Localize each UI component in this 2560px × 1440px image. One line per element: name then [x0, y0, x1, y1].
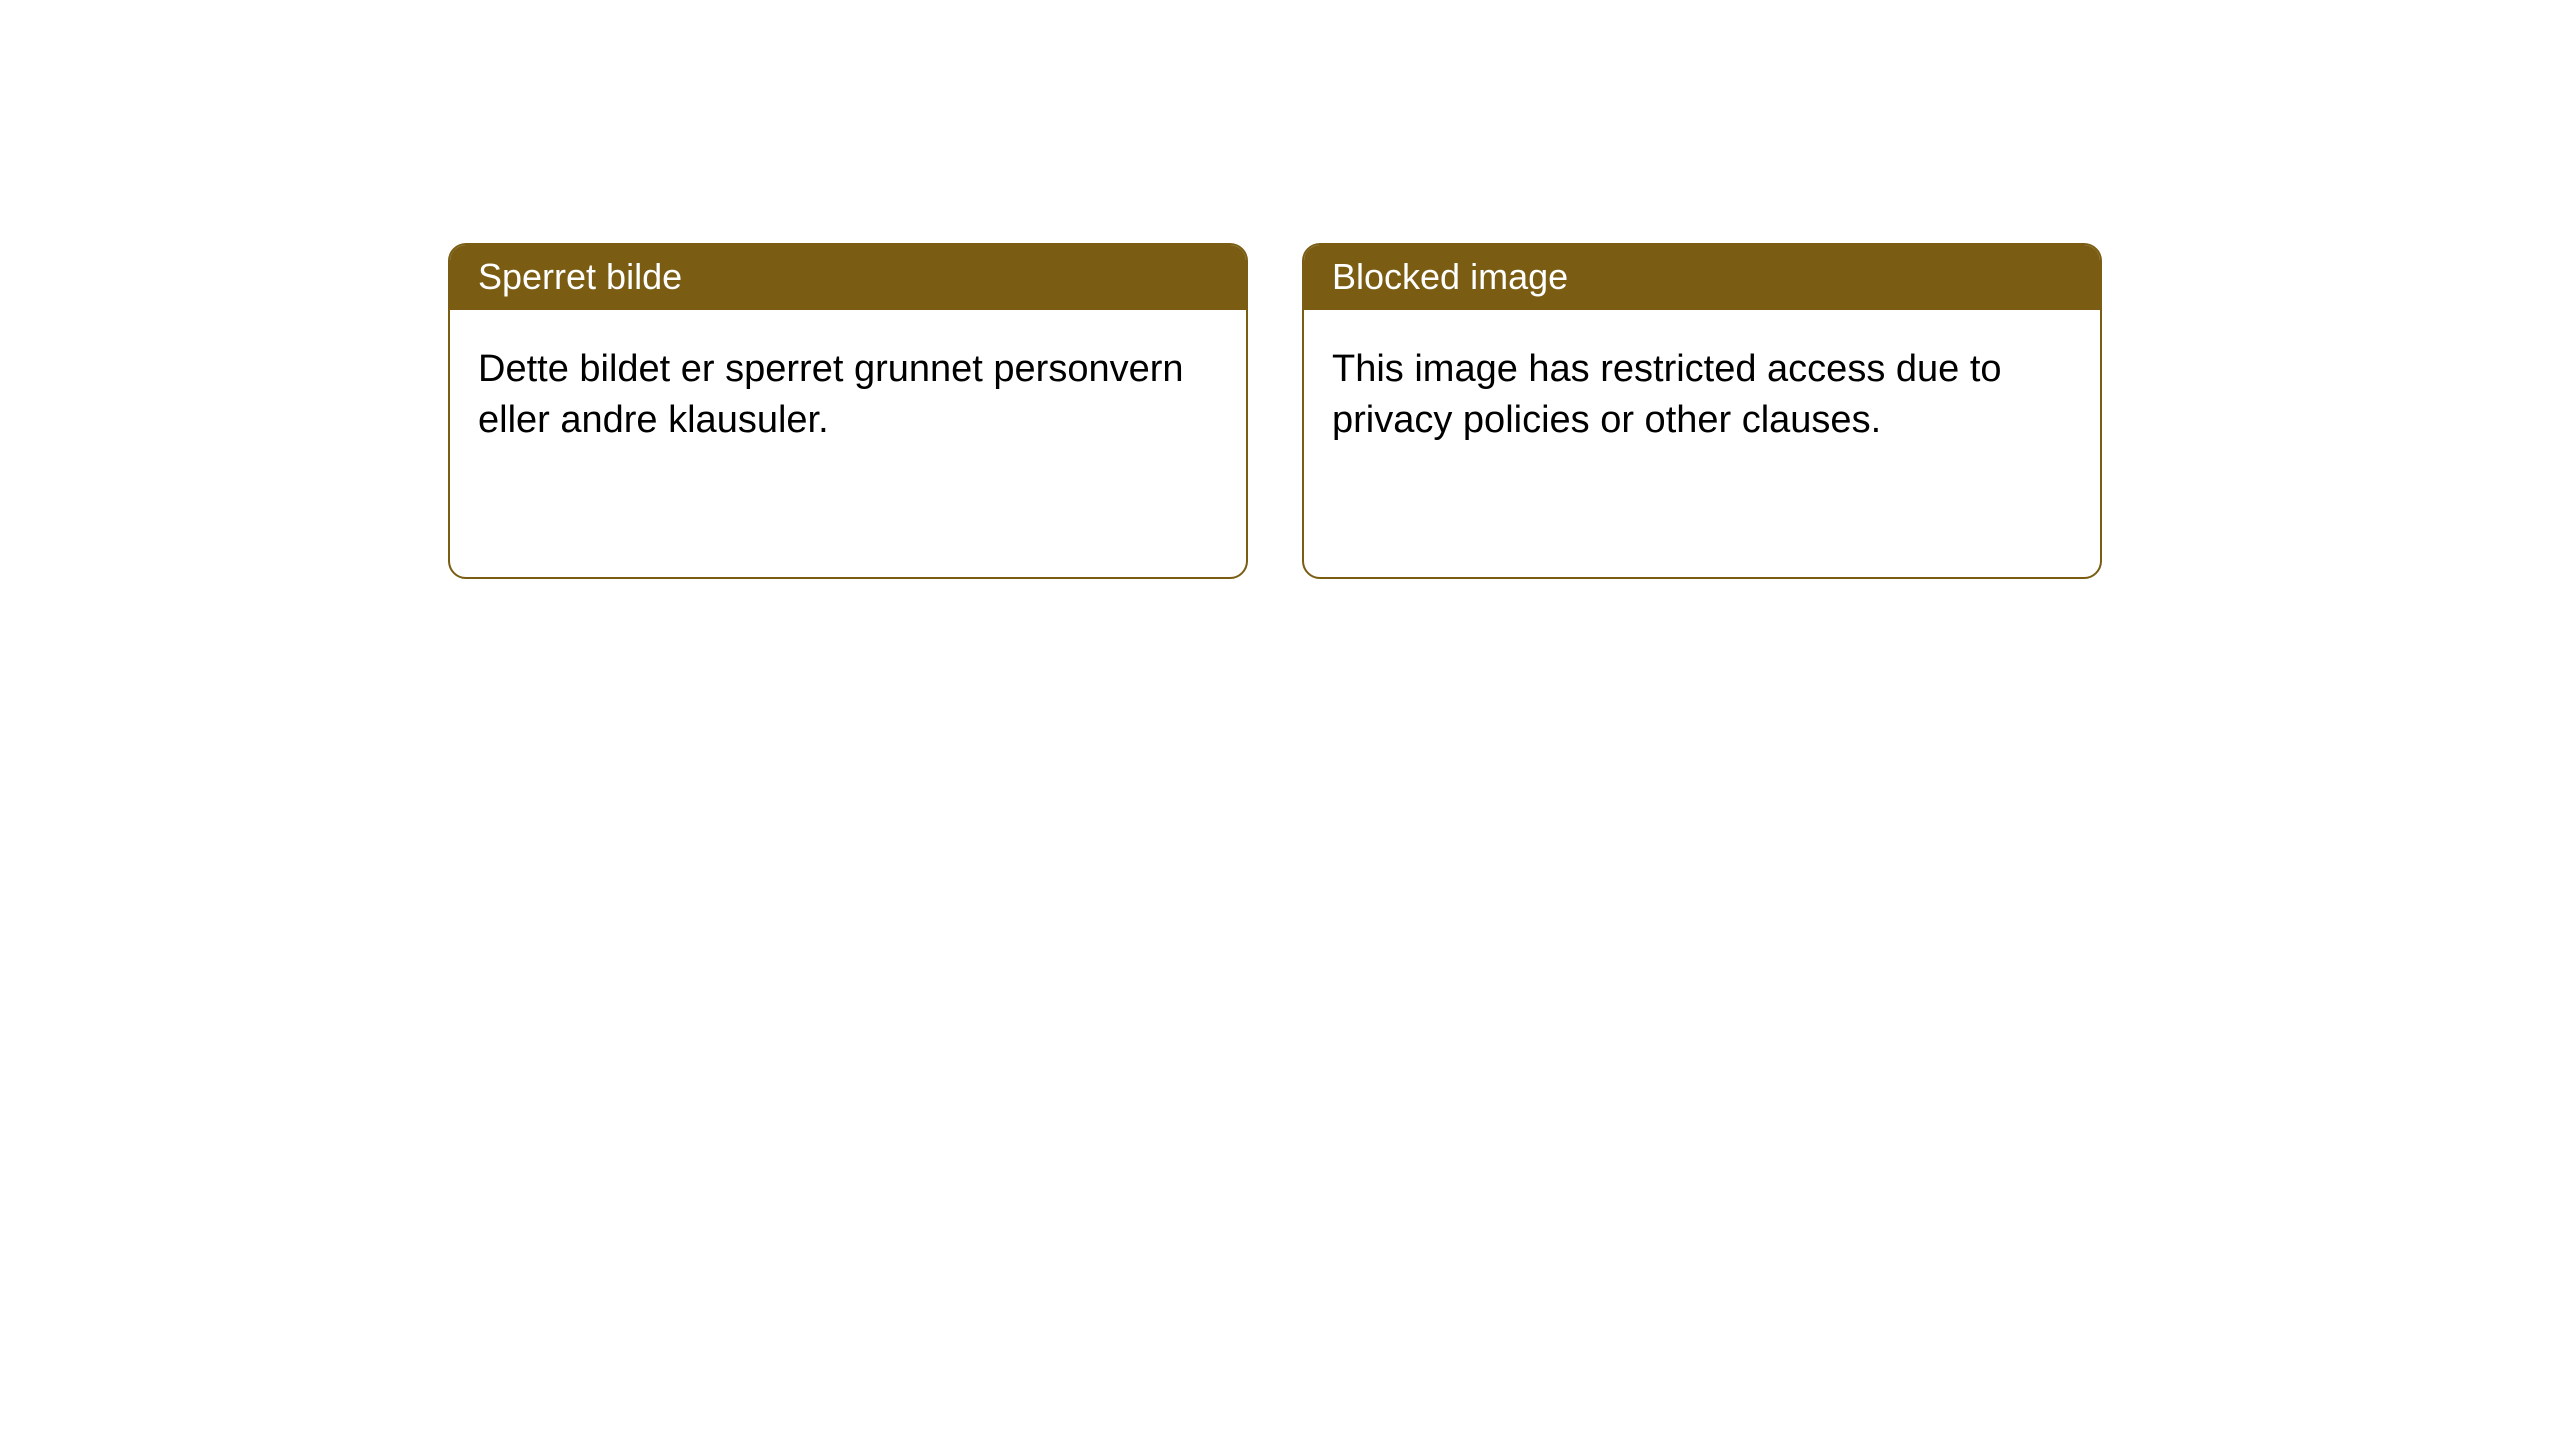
card-title-en: Blocked image: [1304, 245, 2100, 310]
card-body-no: Dette bildet er sperret grunnet personve…: [450, 310, 1246, 475]
card-body-en: This image has restricted access due to …: [1304, 310, 2100, 475]
blocked-image-card-no: Sperret bilde Dette bildet er sperret gr…: [448, 243, 1248, 579]
card-title-no: Sperret bilde: [450, 245, 1246, 310]
blocked-image-card-en: Blocked image This image has restricted …: [1302, 243, 2102, 579]
card-container: Sperret bilde Dette bildet er sperret gr…: [0, 0, 2560, 579]
